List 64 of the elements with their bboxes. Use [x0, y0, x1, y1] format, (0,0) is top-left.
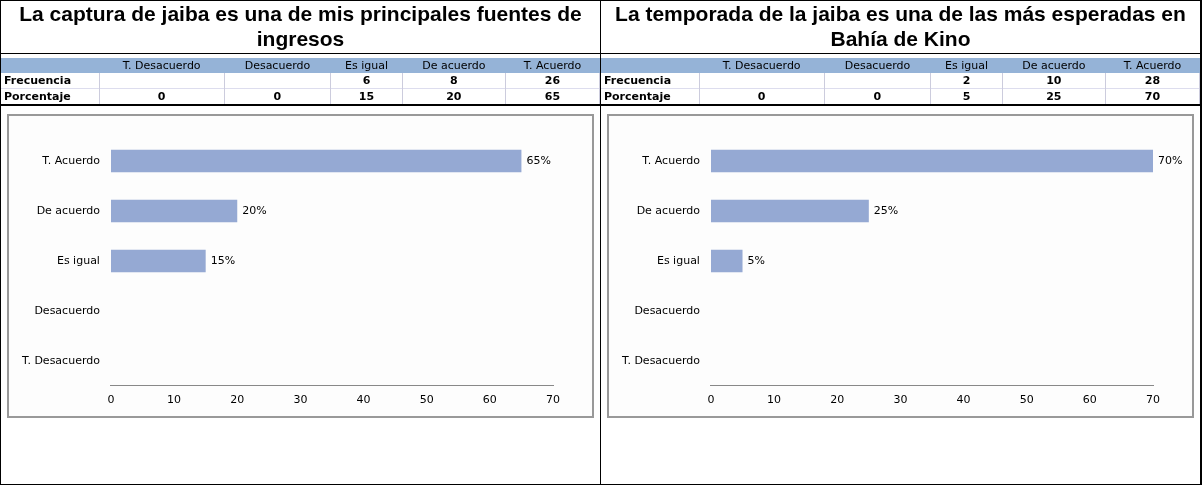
category-label: T. Acuerdo	[522, 58, 583, 73]
x-tick-label: 30	[293, 393, 308, 407]
x-tick-label: 70	[546, 393, 560, 407]
data-label: 15%	[210, 253, 236, 267]
category-label: De acuerdo	[421, 58, 487, 73]
category-label: Desacuerdo	[843, 58, 912, 73]
text: Frecuencia	[601, 73, 699, 89]
data-label: 20%	[242, 203, 267, 217]
data-label: 70%	[1158, 153, 1183, 167]
data-label: 65%	[526, 153, 551, 167]
x-tick-label: 40	[356, 393, 371, 407]
x-tick-label: 50	[419, 393, 434, 407]
x-tick-label: 20	[830, 393, 845, 407]
x-tick-label: 0	[707, 393, 715, 407]
x-tick-label: 60	[482, 393, 497, 407]
text: La captura de jaiba es una de mis principales fuentes de ingresos	[1, 1, 600, 54]
category-label: T. Desacuerdo	[121, 58, 202, 73]
text: La temporada de la jaiba es una de las más esperadas en Bahía de Kino	[601, 1, 1200, 54]
data-label: 0	[699, 88, 825, 105]
text: Porcentaje	[601, 88, 699, 105]
y-tick-label: Es igual	[56, 253, 100, 267]
x-tick-label: 20	[230, 393, 245, 407]
text: Porcentaje	[1, 88, 99, 105]
data-label: 5	[930, 88, 1003, 105]
text: Frecuencia	[1, 73, 99, 89]
y-tick-label: T. Desacuerdo	[620, 353, 701, 367]
data-label: 2	[930, 73, 1003, 89]
y-tick-label: T. Acuerdo	[641, 153, 701, 167]
x-tick-label: 10	[767, 393, 782, 407]
data-label: 25	[1002, 88, 1106, 105]
data-label: 65	[505, 88, 600, 105]
y-tick-label: De acuerdo	[36, 203, 101, 217]
category-label: De acuerdo	[1021, 58, 1087, 73]
data-label: 20	[402, 88, 506, 105]
y-tick-label: T. Desacuerdo	[20, 353, 101, 367]
data-label: 10	[1002, 73, 1106, 89]
category-label: Desacuerdo	[243, 58, 312, 73]
data-label: 0	[824, 88, 931, 105]
y-tick-label: T. Acuerdo	[41, 153, 101, 167]
category-label: T. Acuerdo	[1122, 58, 1183, 73]
x-tick-label: 30	[893, 393, 908, 407]
x-tick-label: 60	[1082, 393, 1097, 407]
data-label: 6	[330, 73, 403, 89]
data-label: 8	[402, 73, 506, 89]
data-label: 25%	[873, 203, 899, 217]
y-tick-label: De acuerdo	[636, 203, 701, 217]
x-tick-label: 0	[107, 393, 115, 407]
data-label: 5%	[747, 253, 765, 267]
data-label: 28	[1105, 73, 1200, 89]
data-label: 26	[505, 73, 600, 89]
x-tick-label: 50	[1019, 393, 1034, 407]
x-tick-label: 40	[956, 393, 971, 407]
x-tick-label: 10	[167, 393, 182, 407]
category-label: Es igual	[944, 58, 989, 73]
data-label: 0	[224, 88, 331, 105]
y-tick-label: Desacuerdo	[34, 303, 101, 317]
category-label: Es igual	[344, 58, 389, 73]
y-tick-label: Es igual	[656, 253, 700, 267]
data-label: 70	[1105, 88, 1200, 105]
x-tick-label: 70	[1146, 393, 1160, 407]
category-label: T. Desacuerdo	[721, 58, 802, 73]
data-label: 15	[330, 88, 403, 105]
y-tick-label: Desacuerdo	[634, 303, 701, 317]
data-label: 0	[99, 88, 225, 105]
